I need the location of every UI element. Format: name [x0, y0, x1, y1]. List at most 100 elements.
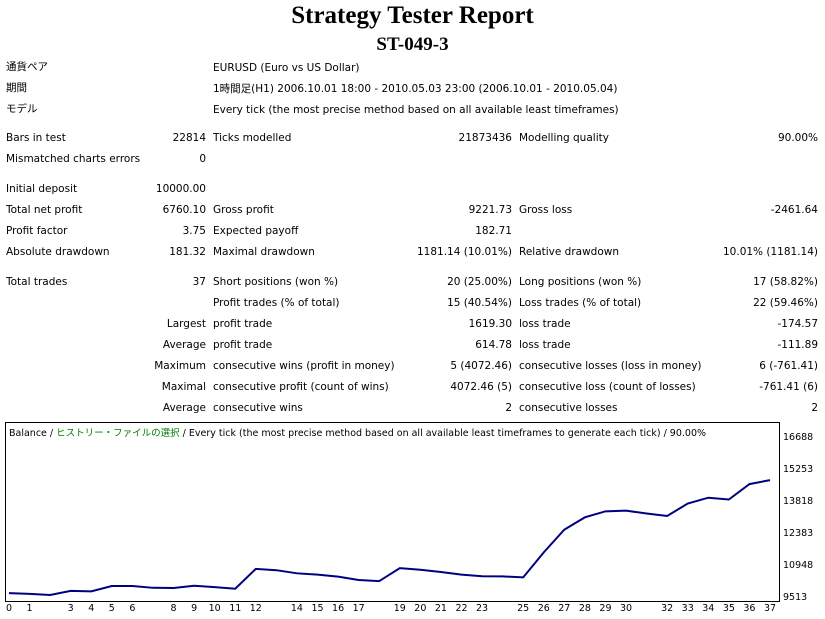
avg-consec-losses-value: 2: [811, 402, 818, 414]
max-consec-wins-value: 5 (4072.46): [450, 360, 512, 372]
x-tick-label: 5: [108, 603, 115, 614]
profit-trades-value: 15 (40.54%): [447, 297, 512, 309]
ticks-modelled-value: 21873436: [458, 132, 512, 144]
average-profit-label: profit trade: [213, 339, 273, 351]
long-positions-label: Long positions (won %): [519, 276, 642, 288]
maximal-drawdown-label: Maximal drawdown: [213, 246, 315, 258]
x-tick-label: 12: [249, 603, 262, 614]
profit-factor-label: Profit factor: [6, 225, 68, 237]
model-value: Every tick (the most precise method base…: [213, 104, 619, 116]
total-net-profit-value: 6760.10: [162, 204, 206, 216]
maximum-label: Maximum: [154, 360, 206, 372]
expected-payoff-value: 182.71: [475, 225, 512, 237]
max-consec-losses-value: 6 (-761.41): [759, 360, 818, 372]
profit-factor-value: 3.75: [182, 225, 206, 237]
average-loss-label: loss trade: [519, 339, 571, 351]
maximal-consec-loss-label: consecutive loss (count of losses): [519, 381, 696, 393]
chart-caption-balance: Balance /: [9, 428, 57, 439]
x-tick-label: 27: [558, 603, 571, 614]
y-tick-label: 12383: [783, 528, 814, 539]
x-tick-label: 6: [129, 603, 136, 614]
relative-drawdown-value: 10.01% (1181.14): [723, 246, 818, 258]
chart-caption: Balance / ヒストリー・ファイルの選択 / Every tick (th…: [9, 425, 706, 439]
initial-deposit-value: 10000.00: [155, 183, 206, 195]
average-profit-value: 614.78: [475, 339, 512, 351]
x-tick-label: 35: [722, 603, 735, 614]
x-tick-label: 29: [599, 603, 612, 614]
x-tick-label: 17: [352, 603, 365, 614]
report-title: Strategy Tester Report: [291, 2, 534, 29]
loss-trades-value: 22 (59.46%): [753, 297, 818, 309]
long-positions-value: 17 (58.82%): [753, 276, 818, 288]
modelling-quality-value: 90.00%: [777, 132, 818, 144]
x-tick-label: 9: [191, 603, 198, 614]
max-consec-losses-label: consecutive losses (loss in money): [519, 360, 702, 372]
gross-profit-label: Gross profit: [213, 204, 274, 216]
average-loss-value: -111.89: [777, 339, 818, 351]
loss-trades-label: Loss trades (% of total): [519, 297, 642, 309]
avg-consec-losses-label: consecutive losses: [519, 402, 618, 414]
symbol-value: EURUSD (Euro vs US Dollar): [213, 62, 360, 74]
expected-payoff-label: Expected payoff: [213, 225, 299, 237]
short-positions-value: 20 (25.00%): [447, 276, 512, 288]
maximal-drawdown-value: 1181.14 (10.01%): [417, 246, 512, 258]
chart-caption-model: / Every tick (the most precise method ba…: [179, 428, 707, 439]
y-tick-label: 16688: [783, 432, 814, 443]
x-tick-label: 14: [290, 603, 303, 614]
total-net-profit-label: Total net profit: [6, 204, 83, 216]
x-tick-label: 16: [332, 603, 345, 614]
y-tick-label: 15253: [783, 464, 814, 475]
model-label: モデル: [6, 103, 38, 115]
x-tick-label: 34: [702, 603, 715, 614]
x-tick-label: 0: [5, 603, 13, 614]
x-tick-label: 8: [170, 603, 177, 614]
largest-profit-value: 1619.30: [468, 318, 512, 330]
x-tick-label: 19: [393, 603, 406, 614]
x-tick-label: 11: [229, 603, 242, 614]
x-tick-label: 26: [537, 603, 550, 614]
absolute-drawdown-label: Absolute drawdown: [6, 246, 110, 258]
x-tick-label: 4: [88, 603, 95, 614]
avg-consec-wins-label: consecutive wins: [213, 402, 303, 414]
mismatched-value: 0: [199, 153, 206, 165]
symbol-label: 通貨ペア: [6, 61, 48, 73]
avg-consec-wins-value: 2: [505, 402, 512, 414]
y-tick-label: 9513: [783, 592, 808, 603]
absolute-drawdown-value: 181.32: [169, 246, 206, 258]
gross-loss-value: -2461.64: [770, 204, 818, 216]
x-tick-label: 23: [476, 603, 489, 614]
x-tick-label: 37: [763, 603, 777, 614]
balance-chart: Balance / ヒストリー・ファイルの選択 / Every tick (th…: [5, 422, 780, 602]
maximal-consec-profit-label: consecutive profit (count of wins): [213, 381, 389, 393]
total-trades-label: Total trades: [6, 276, 68, 288]
bars-in-test-value: 22814: [172, 132, 206, 144]
gross-loss-label: Gross loss: [519, 204, 573, 216]
x-tick-label: 22: [455, 603, 468, 614]
balance-line: [8, 479, 771, 596]
balance-chart-svg: [8, 479, 771, 596]
x-tick-label: 28: [578, 603, 591, 614]
maximal-consec-loss-value: -761.41 (6): [759, 381, 818, 393]
y-tick-label: 13818: [783, 496, 814, 507]
mismatched-label: Mismatched charts errors: [6, 153, 141, 165]
x-tick-label: 32: [661, 603, 674, 614]
x-tick-label: 21: [434, 603, 447, 614]
chart-caption-history-file: ヒストリー・ファイルの選択: [56, 428, 180, 439]
max-consec-wins-label: consecutive wins (profit in money): [213, 360, 395, 372]
total-trades-value: 37: [192, 276, 206, 288]
x-tick-label: 3: [67, 603, 74, 614]
x-tick-label: 20: [414, 603, 427, 614]
x-tick-label: 30: [619, 603, 633, 614]
x-tick-label: 10: [208, 603, 221, 614]
ticks-modelled-label: Ticks modelled: [213, 132, 292, 144]
report-subtitle: ST-049-3: [376, 34, 449, 55]
gross-profit-value: 9221.73: [468, 204, 512, 216]
relative-drawdown-label: Relative drawdown: [519, 246, 620, 258]
largest-profit-label: profit trade: [213, 318, 273, 330]
bars-in-test-label: Bars in test: [6, 132, 66, 144]
x-tick-label: 25: [517, 603, 530, 614]
short-positions-label: Short positions (won %): [213, 276, 339, 288]
average-label: Average: [162, 339, 206, 351]
x-tick-label: 1: [26, 603, 33, 614]
largest-loss-label: loss trade: [519, 318, 571, 330]
